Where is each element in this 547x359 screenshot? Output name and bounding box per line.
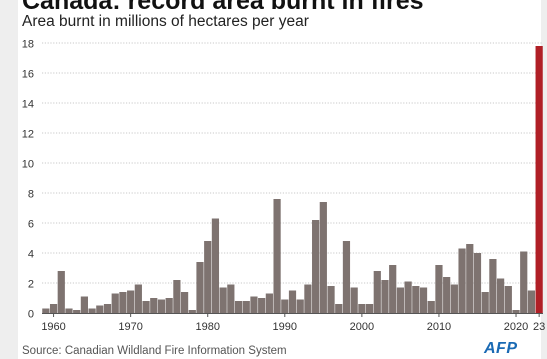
bar — [96, 305, 104, 313]
bar — [312, 220, 320, 313]
bar — [350, 287, 358, 313]
bar — [443, 277, 451, 313]
bar — [142, 301, 150, 313]
bar — [219, 287, 227, 313]
bar — [165, 298, 173, 313]
bar — [127, 290, 135, 313]
bar — [281, 299, 289, 313]
bar — [173, 280, 181, 313]
y-tick-label: 16 — [22, 69, 34, 81]
bar — [73, 310, 81, 313]
y-tick-label: 10 — [22, 159, 34, 171]
bar — [57, 271, 65, 313]
bar — [188, 310, 196, 313]
y-tick-label: 0 — [28, 309, 34, 321]
x-tick-label: 1970 — [118, 321, 142, 333]
bar — [119, 292, 127, 313]
chart-title: Canada: record area burnt in fires — [22, 0, 424, 15]
bar — [520, 251, 528, 313]
bar — [49, 304, 58, 313]
bar — [250, 296, 258, 313]
bar — [327, 286, 335, 313]
bar — [88, 308, 96, 313]
bar — [211, 218, 220, 313]
bar — [381, 280, 389, 313]
bar — [111, 293, 119, 313]
y-tick-label: 4 — [28, 249, 34, 261]
bar — [450, 284, 458, 313]
y-axis-labels: 0 2 4 6 8 10 12 14 16 18 — [22, 39, 34, 321]
x-tick-label: 1990 — [273, 321, 297, 333]
bar — [466, 244, 474, 313]
bar — [527, 290, 536, 313]
bar — [419, 287, 428, 313]
y-tick-label: 14 — [22, 99, 34, 111]
bar — [389, 265, 397, 313]
left-margin — [0, 0, 18, 359]
x-tick-label: 1960 — [41, 321, 65, 333]
source-note: Source: Canadian Wildland Fire Informati… — [22, 345, 287, 357]
bar — [489, 259, 497, 313]
x-tick-label: 1980 — [195, 321, 219, 333]
bar — [196, 262, 204, 313]
bars — [42, 46, 543, 313]
bar — [234, 301, 243, 313]
bar — [103, 304, 112, 313]
bar — [435, 265, 443, 313]
chart-subtitle: Area burnt in millions of hectares per y… — [22, 13, 309, 30]
bar — [335, 304, 343, 313]
bar — [497, 278, 505, 313]
bar — [512, 310, 520, 313]
bar — [412, 286, 420, 313]
x-tick-label: 23 — [533, 321, 545, 333]
bar — [134, 284, 142, 313]
y-tick-label: 18 — [22, 39, 34, 51]
x-tick-label: 2020 — [504, 321, 528, 333]
bar — [258, 298, 266, 313]
bar — [150, 298, 158, 313]
bar — [319, 202, 327, 313]
bar — [481, 292, 489, 313]
bar — [242, 301, 250, 313]
bar — [157, 299, 166, 313]
y-tick-label: 6 — [28, 219, 34, 231]
bar — [288, 290, 297, 313]
bar — [304, 284, 312, 313]
bar — [427, 301, 435, 313]
y-tick-label: 12 — [22, 129, 34, 141]
bar — [396, 287, 405, 313]
bar — [404, 281, 412, 313]
bar — [358, 304, 366, 313]
bar — [204, 241, 212, 313]
y-tick-label: 8 — [28, 189, 34, 201]
bar — [273, 199, 281, 313]
afp-logo: AFP — [484, 340, 518, 357]
bar-highlight — [535, 46, 543, 313]
bar — [373, 271, 381, 313]
bar — [80, 296, 88, 313]
bar — [296, 299, 304, 313]
bar — [65, 308, 73, 313]
bar — [42, 308, 50, 313]
right-margin — [541, 0, 547, 359]
x-tick-label: 2010 — [427, 321, 451, 333]
bar — [365, 304, 374, 313]
y-tick-label: 2 — [28, 279, 34, 291]
bar — [227, 284, 235, 313]
x-tick-label: 2000 — [350, 321, 374, 333]
bar — [458, 248, 466, 313]
bar — [265, 293, 273, 313]
bar — [342, 241, 351, 313]
x-axis: 1960 1970 1980 1990 2000 2010 2020 23 — [41, 313, 545, 333]
bar — [180, 292, 189, 313]
bar — [473, 253, 482, 313]
bar — [504, 286, 512, 313]
